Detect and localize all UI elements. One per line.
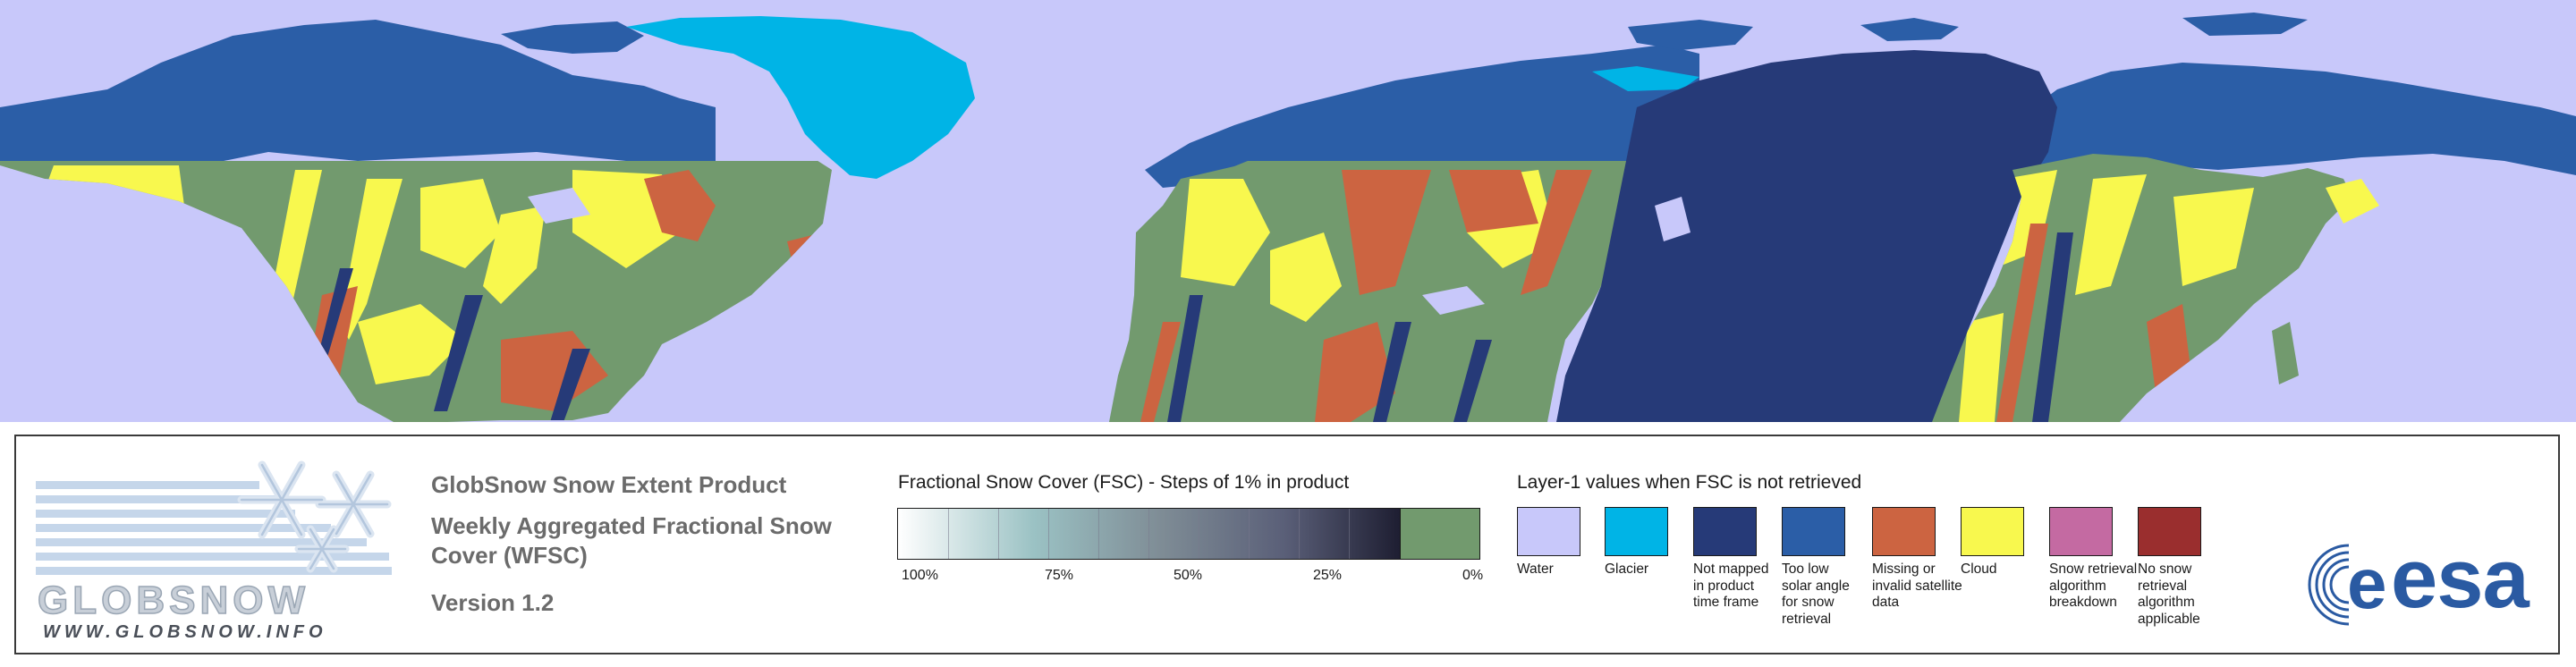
kamchatka-cloud: [2326, 179, 2379, 224]
fsc-color-bar: [897, 508, 1480, 560]
asia-cloud-south: [1959, 313, 2004, 422]
legend-panel: GLOBSNOW WWW.GLOBSNOW.INFO GlobSnow Snow…: [14, 435, 2560, 654]
fsc-legend-title: Fractional Snow Cover (FSC) - Steps of 1…: [898, 472, 1350, 493]
fsc-label-75: 75%: [1045, 568, 1074, 583]
north-america: [0, 161, 832, 422]
globsnow-url: WWW.GLOBSNOW.INFO: [43, 622, 327, 642]
na-cloud-south: [358, 304, 465, 384]
swatch-low-solar-angle: [1782, 507, 1845, 556]
severnaya: [2182, 13, 2308, 36]
fsc-label-25: 25%: [1313, 568, 1343, 583]
asia-missing-stripe-1: [1996, 224, 2048, 422]
eu-missing-africa: [1315, 322, 1395, 422]
swatch-glacier: [1605, 507, 1668, 556]
product-subtitle: Weekly Aggregated Fractional Snow Cover …: [431, 512, 832, 569]
label-not-mapped: Not mapped in product time frame: [1693, 561, 1769, 610]
eu-not-mapped-stripe-2: [1373, 322, 1411, 422]
label-water: Water: [1517, 561, 1554, 577]
black-sea: [1422, 286, 1485, 315]
europe-africa: [1109, 161, 1699, 422]
snowflake-icon: [237, 460, 392, 573]
japan: [2272, 322, 2299, 384]
layer-legend-title: Layer-1 values when FSC is not retrieved: [1517, 472, 1862, 493]
eu-missing-stripe: [1140, 322, 1181, 422]
swatch-cloud: [1961, 507, 2024, 556]
great-lakes: [528, 188, 590, 224]
esa-wordmark: esa: [2391, 531, 2529, 625]
label-no-algorithm: No snow retrieval algorithm applicable: [2138, 561, 2200, 627]
eu-cloud-west: [1181, 179, 1270, 286]
map-canvas: [0, 13, 2576, 422]
globsnow-wordmark: GLOBSNOW: [37, 578, 309, 622]
eurasia-arctic-west: [1145, 45, 1699, 188]
product-title: GlobSnow Snow Extent Product: [431, 471, 787, 498]
fsc-label-50: 50%: [1174, 568, 1203, 583]
fsc-label-0: 0%: [1462, 568, 1484, 583]
swatch-missing-data: [1872, 507, 1936, 556]
label-missing-data: Missing or invalid satellite data: [1872, 561, 1962, 610]
na-missing-labrador: [644, 170, 716, 241]
asia-cloud-band-2: [2075, 174, 2147, 295]
eu-missing-band-3: [1521, 170, 1592, 295]
greenland: [626, 16, 975, 179]
swatch-no-algorithm: [2138, 507, 2201, 556]
snow-cover-map: [0, 0, 2576, 422]
svg-text:e: e: [2347, 544, 2387, 623]
svalbard-glacier: [1592, 66, 1699, 91]
swatch-not-mapped: [1693, 507, 1757, 556]
fsc-label-100: 100%: [902, 568, 938, 583]
eurasia-arctic-east: [2012, 63, 2576, 175]
label-cloud: Cloud: [1961, 561, 1997, 577]
label-low-solar-angle: Too low solar angle for snow retrieval: [1782, 561, 1850, 627]
esa-globe-icon: e: [2308, 542, 2392, 628]
label-glacier: Glacier: [1605, 561, 1649, 577]
na-cloud-band-3: [483, 206, 546, 304]
na-not-mapped-stripe-2: [434, 295, 483, 411]
eu-not-mapped-stripe-1: [1167, 295, 1203, 422]
na-cloud-band-2: [340, 179, 402, 340]
na-not-mapped-stripe-3: [550, 349, 590, 422]
na-cloud-west: [36, 165, 188, 286]
na-cloud-center: [420, 179, 501, 268]
arctic-island: [501, 21, 644, 54]
esa-logo: e esa: [2306, 536, 2547, 628]
asia-cloud-east: [2174, 188, 2254, 286]
franz-josef: [1860, 18, 1959, 41]
eu-missing-band-1: [1342, 170, 1431, 295]
globsnow-logo: GLOBSNOW WWW.GLOBSNOW.INFO: [36, 451, 411, 642]
product-version: Version 1.2: [431, 589, 555, 616]
swatch-algorithm-breakdown: [2049, 507, 2113, 556]
fsc-zero-swatch: [1400, 509, 1479, 559]
svalbard: [1628, 20, 1753, 50]
label-algorithm-breakdown: Snow retrieval algorithm breakdown: [2049, 561, 2138, 610]
swatch-water: [1517, 507, 1580, 556]
eu-not-mapped-stripe-3: [1453, 340, 1492, 422]
eu-cloud-central: [1270, 232, 1342, 322]
caspian-sea: [1655, 197, 1690, 241]
north-america-arctic: [0, 20, 716, 179]
asia-not-mapped-stripe-1: [2032, 232, 2073, 422]
asia-not-mapped-swath: [1556, 50, 2057, 422]
eu-missing-band-2: [1449, 170, 1538, 232]
